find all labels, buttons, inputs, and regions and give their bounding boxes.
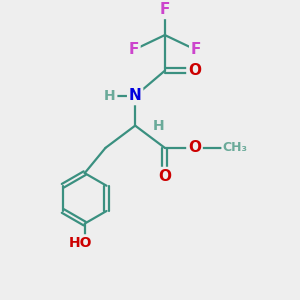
Text: F: F <box>191 42 201 57</box>
Text: O: O <box>158 169 171 184</box>
Text: F: F <box>128 42 139 57</box>
Text: H: H <box>153 118 165 133</box>
Text: CH₃: CH₃ <box>223 141 248 154</box>
Text: N: N <box>129 88 142 104</box>
Text: O: O <box>188 63 201 78</box>
Text: HO: HO <box>68 236 92 250</box>
Text: H: H <box>104 89 116 103</box>
Text: O: O <box>188 140 201 155</box>
Text: F: F <box>160 2 170 17</box>
